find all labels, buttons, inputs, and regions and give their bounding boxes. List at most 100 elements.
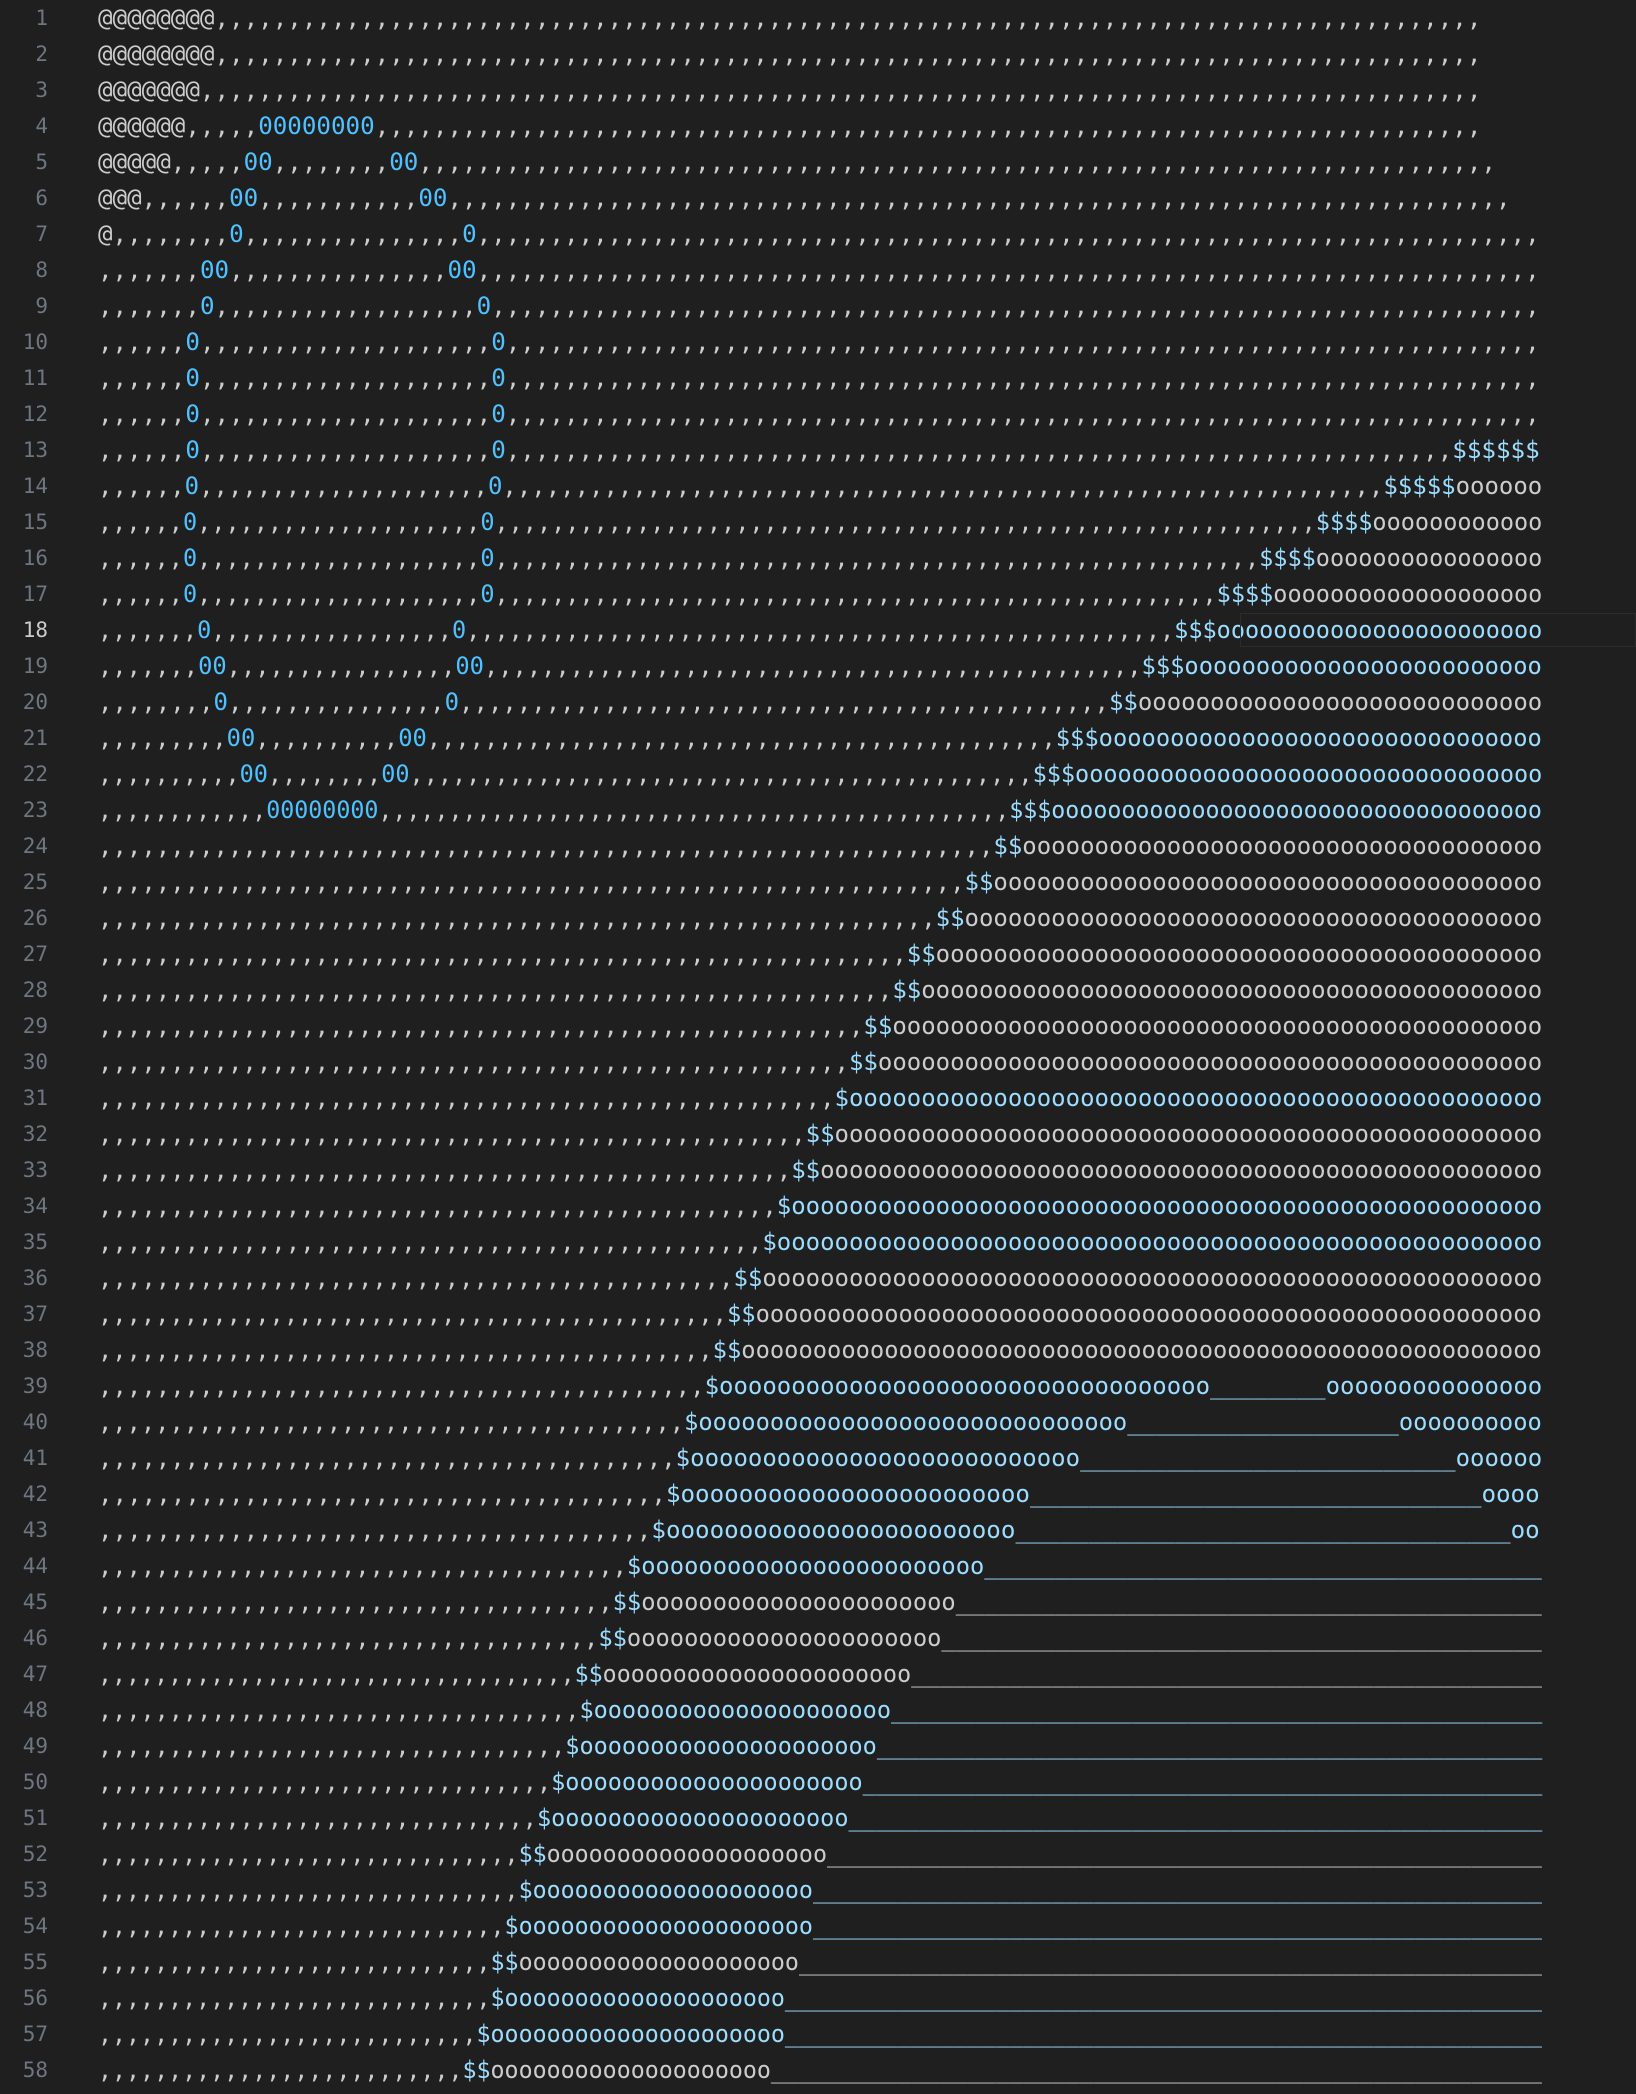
code-line[interactable]: 56 ,,,,,,,,,,,,,,,,,,,,,,,,,,,,$ooooooooo… — [0, 1980, 1636, 2016]
code-line[interactable]: 58 ,,,,,,,,,,,,,,,,,,,,,,,,,,$$oooooooooo… — [0, 2052, 1636, 2088]
code-line[interactable]: 44 ,,,,,,,,,,,,,,,,,,,,,,,,,,,,,,,,,,,,,$… — [0, 1548, 1636, 1584]
code-line[interactable]: 15 ,,,,,,0,,,,,,,,,,,,,,,,,,,,0,,,,,,,,,,… — [0, 504, 1636, 540]
code-line[interactable]: 4 @@@@@@,,,,,00000000,,,,,,,,,,,,,,,,,,,,… — [0, 108, 1636, 144]
code-line[interactable]: 19 ,,,,,,,00,,,,,,,,,,,,,,,,00,,,,,,,,,,,… — [0, 648, 1636, 684]
code-line[interactable]: 9 ,,,,,,,0,,,,,,,,,,,,,,,,,,0,,,,,,,,,,,,… — [0, 288, 1636, 324]
line-number: 40 — [22, 1410, 48, 1434]
code-line[interactable]: 23 ,,,,,,,,,,,,00000000,,,,,,,,,,,,,,,,,,… — [0, 792, 1636, 828]
code-line[interactable]: 11 ,,,,,,0,,,,,,,,,,,,,,,,,,,,0,,,,,,,,,,… — [0, 360, 1636, 396]
token: 0 — [491, 436, 506, 464]
code-line[interactable]: 24,,,,,,,,,,,,,,,,,,,,,,,,,,,,,,,,,,,,,,… — [0, 828, 1636, 864]
code-line[interactable]: 35,,,,,,,,,,,,,,,,,,,,,,,,,,,,,,,,,,,,,,… — [0, 1224, 1636, 1260]
token: ,,,,,,,,,,,,,,,,,,,,,,,,,,,,,,,,,,,,,,,,… — [483, 652, 1142, 680]
code-line[interactable]: 39,,,,,,,,,,,,,,,,,,,,,,,,,,,,,,,,,,,,,,… — [0, 1368, 1636, 1404]
code-line[interactable]: 46 ,,,,,,,,,,,,,,,,,,,,,,,,,,,,,,,,,,,$$o… — [0, 1620, 1636, 1656]
code-line[interactable]: 10 ,,,,,,0,,,,,,,,,,,,,,,,,,,,0,,,,,,,,,,… — [0, 324, 1636, 360]
token: 0 — [444, 688, 460, 716]
code-line[interactable]: 1 @@@@@@@@,,,,,,,,,,,,,,,,,,,,,,,,,,,,,,,… — [0, 0, 1636, 36]
code-line[interactable]: 37,,,,,,,,,,,,,,,,,,,,,,,,,,,,,,,,,,,,,,… — [0, 1296, 1636, 1332]
line-text: ,,,,,,,,,,,,,,,,,,,,,,,,,,,,,,,,,,,,,,,,… — [98, 1440, 1542, 1476]
token: ,,,,,,,,,,,,,,,,,,,,,,,,,,,,,,,,,,,,,,,,… — [418, 148, 1496, 176]
line-text: ,,,,,,,00,,,,,,,,,,,,,,,00,,,,,,,,,,,,,,… — [98, 252, 1540, 288]
line-number: 15 — [22, 510, 48, 534]
token: ,,,,,,,,,,,,,,,,,,,,,,,,,,,,,,,,,,,,,,,,… — [98, 1408, 685, 1436]
code-line[interactable]: 48 ,,,,,,,,,,,,,,,,,,,,,,,,,,,,,,,,,,$ooo… — [0, 1692, 1636, 1728]
code-line[interactable]: 25,,,,,,,,,,,,,,,,,,,,,,,,,,,,,,,,,,,,,,… — [0, 864, 1636, 900]
code-line[interactable]: 32,,,,,,,,,,,,,,,,,,,,,,,,,,,,,,,,,,,,,,… — [0, 1116, 1636, 1152]
line-number: 42 — [22, 1482, 48, 1506]
code-line[interactable]: 21 ,,,,,,,,,00,,,,,,,,,,00,,,,,,,,,,,,,,,… — [0, 720, 1636, 756]
code-line[interactable]: 38,,,,,,,,,,,,,,,,,,,,,,,,,,,,,,,,,,,,,,… — [0, 1332, 1636, 1368]
code-line[interactable]: 36,,,,,,,,,,,,,,,,,,,,,,,,,,,,,,,,,,,,,,… — [0, 1260, 1636, 1296]
code-line[interactable]: 45 ,,,,,,,,,,,,,,,,,,,,,,,,,,,,,,,,,,,,$$… — [0, 1584, 1636, 1620]
token: ,,,,,,,,,,,,,,,,,,,,,,,,,,,,,,,,,,,,,,,,… — [98, 1264, 734, 1292]
code-line[interactable]: 41,,,,,,,,,,,,,,,,,,,,,,,,,,,,,,,,,,,,,,… — [0, 1440, 1636, 1476]
code-line[interactable]: 57 ,,,,,,,,,,,,,,,,,,,,,,,,,,,$oooooooooo… — [0, 2016, 1636, 2052]
token: $ — [651, 1516, 666, 1544]
code-line[interactable]: 27,,,,,,,,,,,,,,,,,,,,,,,,,,,,,,,,,,,,,,… — [0, 936, 1636, 972]
code-line[interactable]: 14 ,,,,,,0,,,,,,,,,,,,,,,,,,,,0,,,,,,,,,,… — [0, 468, 1636, 504]
token: $$ — [612, 1588, 642, 1616]
token: oooooooooooooooooooooooooooooooooooooooo… — [755, 1300, 1542, 1328]
token: ,,,,,,,,,,,,,,,,,, — [214, 292, 477, 320]
code-line[interactable]: 30,,,,,,,,,,,,,,,,,,,,,,,,,,,,,,,,,,,,,,… — [0, 1044, 1636, 1080]
token: $$$ — [1009, 796, 1052, 824]
code-line[interactable]: 42,,,,,,,,,,,,,,,,,,,,,,,,,,,,,,,,,,,,,,… — [0, 1476, 1636, 1512]
token: $ — [504, 1912, 519, 1940]
token: $ — [626, 1552, 642, 1580]
line-number: 24 — [22, 834, 48, 858]
line-text: ,,,,,,,,,,,,,,,,,,,,,,,,,,,,,,,,,,,,,,,,… — [98, 1332, 1542, 1368]
token: oooooooooooooooooooooooooooooooooooooooo… — [776, 1228, 1543, 1256]
code-line[interactable]: 31,,,,,,,,,,,,,,,,,,,,,,,,,,,,,,,,,,,,,,… — [0, 1080, 1636, 1116]
line-text: ,,,,,,0,,,,,,,,,,,,,,,,,,,,0,,,,,,,,,,,,… — [98, 504, 1542, 540]
code-line[interactable]: 43,,,,,,,,,,,,,,,,,,,,,,,,,,,,,,,,,,,,,,… — [0, 1512, 1636, 1548]
code-line[interactable]: 26,,,,,,,,,,,,,,,,,,,,,,,,,,,,,,,,,,,,,,… — [0, 900, 1636, 936]
code-line[interactable]: 50 ,,,,,,,,,,,,,,,,,,,,,,,,,,,,,,,,$ooooo… — [0, 1764, 1636, 1800]
code-line[interactable]: 47 ,,,,,,,,,,,,,,,,,,,,,,,,,,,,,,,,,,$$oo… — [0, 1656, 1636, 1692]
token: ,,,,,,,,,,,,,,,,,,,,,,,,,,,,,,,,,,,,,,,,… — [98, 1300, 727, 1328]
token: ,,,,,,,,,,,,,,,,,,,, — [199, 364, 492, 392]
code-line[interactable]: 6 @@@,,,,,,00,,,,,,,,,,,00,,,,,,,,,,,,,,,… — [0, 180, 1636, 216]
code-line[interactable]: 54 ,,,,,,,,,,,,,,,,,,,,,,,,,,,,,$oooooooo… — [0, 1908, 1636, 1944]
code-line[interactable]: 7 @,,,,,,,,0,,,,,,,,,,,,,,,0,,,,,,,,,,,,,… — [0, 216, 1636, 252]
token: 0 — [185, 436, 200, 464]
line-text: ,,,,,,,,,,,,,,,,,,,,,,,,,,,,,,,,$ooooooo… — [98, 1764, 1542, 1800]
line-number: 20 — [22, 690, 48, 714]
code-line[interactable]: 12 ,,,,,,0,,,,,,,,,,,,,,,,,,,,0,,,,,,,,,,… — [0, 396, 1636, 432]
code-line[interactable]: 29,,,,,,,,,,,,,,,,,,,,,,,,,,,,,,,,,,,,,,… — [0, 1008, 1636, 1044]
token: ooooooooooooooooooooo — [579, 1732, 877, 1760]
token: ,,,,,,,,,,,,,,,,,,,,,,,,,,,,,,,,,,,,,,, — [98, 1480, 666, 1508]
code-line[interactable]: 22 ,,,,,,,,,,00,,,,,,,,00,,,,,,,,,,,,,,,,… — [0, 756, 1636, 792]
token: 0 — [182, 544, 198, 572]
token: $ — [665, 1480, 681, 1508]
code-line[interactable]: 17 ,,,,,,0,,,,,,,,,,,,,,,,,,,,0,,,,,,,,,,… — [0, 576, 1636, 612]
code-line[interactable]: 28,,,,,,,,,,,,,,,,,,,,,,,,,,,,,,,,,,,,,,… — [0, 972, 1636, 1008]
code-line[interactable]: 5 @@@@@,,,,,00,,,,,,,,00,,,,,,,,,,,,,,,,,… — [0, 144, 1636, 180]
line-text: ,,,,,,,,,,,,,,,,,,,,,,,,,,,,,,,,,,,,,,$o… — [98, 1512, 1540, 1548]
code-line[interactable]: 34,,,,,,,,,,,,,,,,,,,,,,,,,,,,,,,,,,,,,,… — [0, 1188, 1636, 1224]
code-line[interactable]: 8 ,,,,,,,00,,,,,,,,,,,,,,,00,,,,,,,,,,,,,… — [0, 252, 1636, 288]
code-line[interactable]: 53 ,,,,,,,,,,,,,,,,,,,,,,,,,,,,,,$ooooooo… — [0, 1872, 1636, 1908]
code-line[interactable]: 40,,,,,,,,,,,,,,,,,,,,,,,,,,,,,,,,,,,,,,… — [0, 1404, 1636, 1440]
token: ________________________________________… — [826, 1840, 1542, 1868]
code-line[interactable]: 20 ,,,,,,,,0,,,,,,,,,,,,,,,0,,,,,,,,,,,,,… — [0, 684, 1636, 720]
code-line[interactable]: 2 @@@@@@@@,,,,,,,,,,,,,,,,,,,,,,,,,,,,,,,… — [0, 36, 1636, 72]
token: ,,,,,,,,,,,,,,,,,,,, — [197, 508, 481, 536]
token: 0 — [487, 472, 503, 500]
code-line[interactable]: 16 ,,,,,,0,,,,,,,,,,,,,,,,,,,,0,,,,,,,,,,… — [0, 540, 1636, 576]
token: oooooooooooooooooooooooooooooooooooooooo… — [741, 1336, 1542, 1364]
token: ________________________________________… — [798, 1948, 1542, 1976]
code-line[interactable]: 51 ,,,,,,,,,,,,,,,,,,,,,,,,,,,,,,,$oooooo… — [0, 1800, 1636, 1836]
token: ,,,,,,,,,,,,,,,,,,,,,,,,,,,,,,,,,,,,,,,,… — [98, 1120, 806, 1148]
code-line[interactable]: 13 ,,,,,,0,,,,,,,,,,,,,,,,,,,,0,,,,,,,,,,… — [0, 432, 1636, 468]
code-line[interactable]: 55 ,,,,,,,,,,,,,,,,,,,,,,,,,,,,$$oooooooo… — [0, 1944, 1636, 1980]
code-line[interactable]: 18 ,,,,,,,0,,,,,,,,,,,,,,,,,0,,,,,,,,,,,,… — [0, 612, 1636, 648]
line-number: 28 — [22, 978, 48, 1002]
code-line[interactable]: 3 @@@@@@@,,,,,,,,,,,,,,,,,,,,,,,,,,,,,,,,… — [0, 72, 1636, 108]
line-number: 33 — [22, 1158, 48, 1182]
token: oooooooooooooooooooooo — [626, 1624, 942, 1652]
code-line[interactable]: 52 ,,,,,,,,,,,,,,,,,,,,,,,,,,,,,,$$oooooo… — [0, 1836, 1636, 1872]
code-line[interactable]: 49 ,,,,,,,,,,,,,,,,,,,,,,,,,,,,,,,,,$oooo… — [0, 1728, 1636, 1764]
code-line[interactable]: 33,,,,,,,,,,,,,,,,,,,,,,,,,,,,,,,,,,,,,,… — [0, 1152, 1636, 1188]
